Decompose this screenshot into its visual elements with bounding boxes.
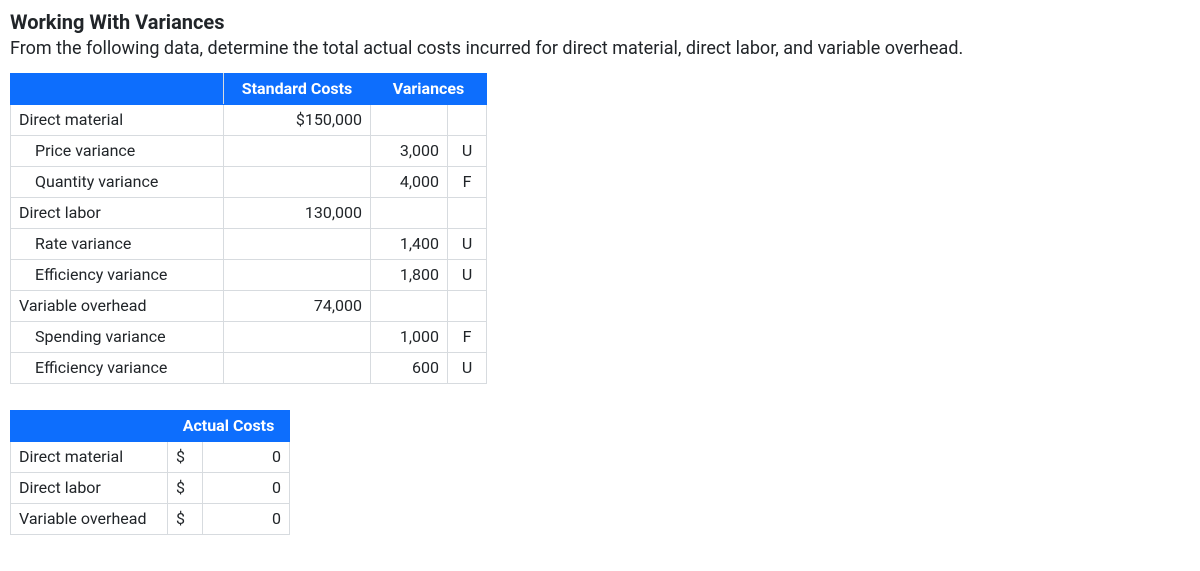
table-row: Direct labor$0 — [11, 473, 290, 504]
table-header-empty — [11, 74, 224, 105]
row-label: Efficiency variance — [11, 260, 224, 291]
table-header-standard-costs: Standard Costs — [224, 74, 371, 105]
standard-cost-cell — [224, 260, 371, 291]
standard-cost-cell — [224, 229, 371, 260]
row-label: Direct material — [11, 105, 224, 136]
variance-amount-cell: 1,400 — [371, 229, 448, 260]
standard-cost-cell: 74,000 — [224, 291, 371, 322]
actual-costs-table: Actual Costs Direct material$0Direct lab… — [10, 410, 290, 535]
variance-flag-cell: U — [448, 136, 487, 167]
standard-cost-cell — [224, 353, 371, 384]
table-row: Direct material$150,000 — [11, 105, 487, 136]
currency-symbol: $ — [168, 504, 203, 535]
table-row: Spending variance 1,000F — [11, 322, 487, 353]
variance-flag-cell: F — [448, 167, 487, 198]
variance-flag-cell — [448, 291, 487, 322]
variance-amount-cell: 4,000 — [371, 167, 448, 198]
standard-cost-cell: $150,000 — [224, 105, 371, 136]
page-title: Working With Variances — [10, 10, 1190, 34]
table-row: Direct labor130,000 — [11, 198, 487, 229]
row-label: Spending variance — [11, 322, 224, 353]
table-row: Efficiency variance 1,800U — [11, 260, 487, 291]
standard-cost-cell — [224, 136, 371, 167]
variance-flag-cell — [448, 198, 487, 229]
row-label: Efficiency variance — [11, 353, 224, 384]
standard-cost-cell — [224, 322, 371, 353]
row-label: Direct labor — [11, 198, 224, 229]
actual-cost-input[interactable]: 0 — [203, 473, 290, 504]
row-label: Rate variance — [11, 229, 224, 260]
variance-flag-cell: U — [448, 229, 487, 260]
currency-symbol: $ — [168, 473, 203, 504]
page-subtitle: From the following data, determine the t… — [10, 38, 1190, 59]
row-label: Direct material — [11, 442, 168, 473]
actual-cost-input[interactable]: 0 — [203, 504, 290, 535]
variance-flag-cell: U — [448, 260, 487, 291]
actual-header-empty — [11, 411, 168, 442]
variance-amount-cell — [371, 291, 448, 322]
row-label: Quantity variance — [11, 167, 224, 198]
variance-amount-cell: 600 — [371, 353, 448, 384]
actual-cost-input[interactable]: 0 — [203, 442, 290, 473]
row-label: Direct labor — [11, 473, 168, 504]
variance-flag-cell: F — [448, 322, 487, 353]
variance-amount-cell: 1,800 — [371, 260, 448, 291]
variance-amount-cell: 1,000 — [371, 322, 448, 353]
row-label: Variable overhead — [11, 504, 168, 535]
currency-symbol: $ — [168, 442, 203, 473]
table-header-variances: Variances — [371, 74, 487, 105]
variance-amount-cell: 3,000 — [371, 136, 448, 167]
variance-amount-cell — [371, 198, 448, 229]
table-row: Rate variance 1,400U — [11, 229, 487, 260]
variance-flag-cell: U — [448, 353, 487, 384]
variances-table: Standard Costs Variances Direct material… — [10, 73, 487, 384]
table-row: Quantity variance 4,000F — [11, 167, 487, 198]
table-row: Efficiency variance 600U — [11, 353, 487, 384]
variance-amount-cell — [371, 105, 448, 136]
actual-header: Actual Costs — [168, 411, 290, 442]
standard-cost-cell — [224, 167, 371, 198]
table-row: Direct material$0 — [11, 442, 290, 473]
table-row: Variable overhead74,000 — [11, 291, 487, 322]
row-label: Variable overhead — [11, 291, 224, 322]
standard-cost-cell: 130,000 — [224, 198, 371, 229]
table-row: Variable overhead$0 — [11, 504, 290, 535]
variance-flag-cell — [448, 105, 487, 136]
row-label: Price variance — [11, 136, 224, 167]
table-row: Price variance 3,000U — [11, 136, 487, 167]
